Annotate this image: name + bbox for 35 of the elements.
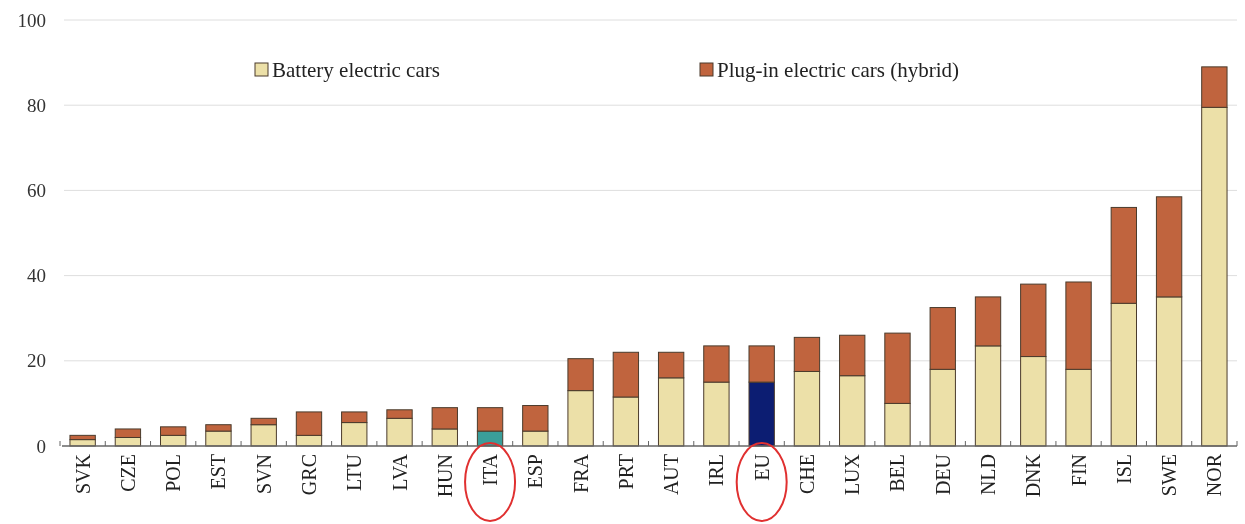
x-tick-label: ESP: [524, 454, 547, 489]
y-tick-label: 60: [27, 180, 46, 202]
x-tick-label: FRA: [569, 453, 592, 493]
y-tick-label: 100: [17, 9, 46, 31]
y-tick-label: 80: [27, 94, 46, 116]
x-tick-label: CZE: [116, 454, 139, 492]
y-tick-label: 40: [27, 265, 46, 287]
x-tick-label: ITA: [479, 453, 502, 486]
bar: [69, 434, 96, 441]
x-tick-label: GRC: [297, 454, 320, 496]
x-tick-label: ISL: [1112, 454, 1135, 484]
x-tick-label: AUT: [660, 454, 683, 496]
x-tick-label: DEU: [931, 453, 954, 496]
x-tick-label: LTU: [343, 453, 366, 492]
x-tick-label: FIN: [1067, 454, 1090, 487]
x-tick-label: IRL: [705, 454, 728, 487]
x-tick-label: SVK: [71, 453, 94, 495]
x-tick-label: EST: [207, 454, 230, 490]
x-tick-label: BEL: [886, 454, 909, 492]
legend-label: Battery electric cars: [272, 58, 440, 83]
x-tick-label: NOR: [1203, 453, 1226, 497]
x-tick-label: SVN: [252, 454, 275, 495]
x-tick-label: PRT: [614, 454, 637, 490]
x-tick-label: LVA: [388, 453, 411, 491]
x-tick-label: NLD: [977, 454, 1000, 496]
x-tick-label: CHE: [795, 454, 818, 494]
x-tick-label: DNK: [1022, 453, 1045, 498]
x-tick-label: EU: [750, 453, 773, 481]
legend-label: Plug-in electric cars (hybrid): [717, 58, 959, 83]
x-tick-label: HUN: [433, 454, 456, 498]
y-tick-label: 0: [36, 435, 46, 457]
y-tick-label: 20: [27, 350, 46, 372]
x-tick-label: POL: [162, 454, 185, 492]
x-tick-label: SWE: [1158, 454, 1181, 497]
x-tick-label: LUX: [841, 453, 864, 496]
